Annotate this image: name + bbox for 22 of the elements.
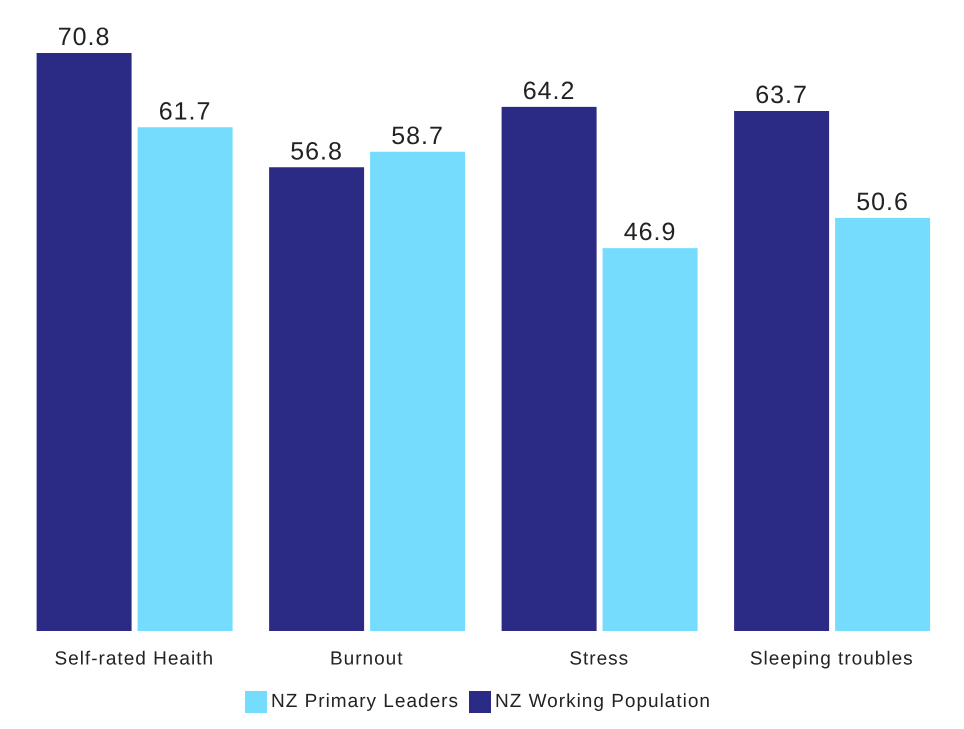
x-tick-label: Self-rated Heaith: [54, 648, 214, 670]
bar: [734, 110, 830, 631]
bar: [602, 248, 698, 631]
data-label: 58.7: [391, 122, 444, 150]
bar: [502, 106, 597, 631]
bar: [36, 53, 132, 631]
data-label: 64.2: [522, 76, 576, 105]
legend-label: NZ Working Population: [494, 691, 712, 712]
data-label: 61.7: [158, 97, 212, 126]
data-label: 63.7: [755, 80, 808, 109]
data-label: 70.8: [58, 23, 110, 51]
x-tick-label: Stress: [569, 648, 630, 670]
bar: [138, 127, 233, 631]
x-tick-label: Burnout: [330, 648, 404, 670]
legend-label: NZ Primary Leaders: [270, 691, 459, 712]
x-tick-label: Sleeping troubles: [750, 648, 914, 670]
data-label: 50.6: [856, 188, 909, 216]
data-label: 56.8: [290, 137, 343, 166]
bar: [835, 218, 930, 631]
bar: [370, 152, 466, 631]
data-label: 46.9: [624, 218, 676, 246]
bar: [269, 167, 364, 631]
